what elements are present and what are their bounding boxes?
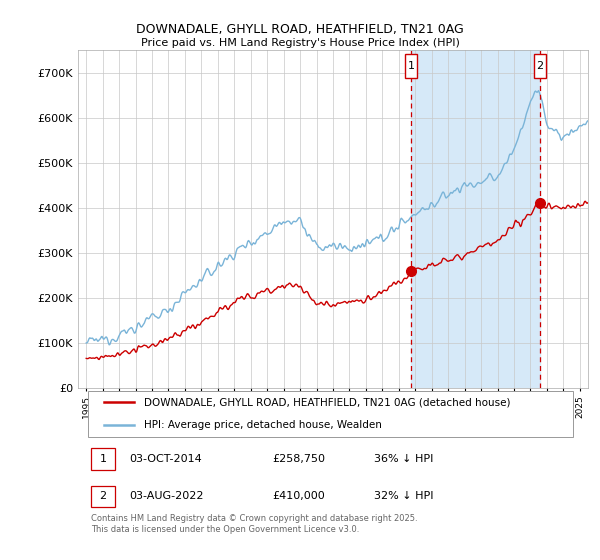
FancyBboxPatch shape — [91, 449, 115, 470]
Text: Price paid vs. HM Land Registry's House Price Index (HPI): Price paid vs. HM Land Registry's House … — [140, 38, 460, 48]
FancyBboxPatch shape — [534, 54, 546, 78]
Text: 03-AUG-2022: 03-AUG-2022 — [129, 492, 203, 501]
Text: 2: 2 — [100, 492, 107, 501]
FancyBboxPatch shape — [91, 486, 115, 507]
Text: DOWNADALE, GHYLL ROAD, HEATHFIELD, TN21 0AG (detached house): DOWNADALE, GHYLL ROAD, HEATHFIELD, TN21 … — [145, 398, 511, 407]
Bar — [411, 50, 540, 388]
Text: 2: 2 — [536, 61, 544, 71]
Text: 36% ↓ HPI: 36% ↓ HPI — [374, 454, 433, 464]
Text: HPI: Average price, detached house, Wealden: HPI: Average price, detached house, Weal… — [145, 420, 382, 430]
Text: DOWNADALE, GHYLL ROAD, HEATHFIELD, TN21 0AG: DOWNADALE, GHYLL ROAD, HEATHFIELD, TN21 … — [136, 24, 464, 36]
Text: £258,750: £258,750 — [272, 454, 325, 464]
Text: 1: 1 — [100, 454, 106, 464]
Text: Contains HM Land Registry data © Crown copyright and database right 2025.
This d: Contains HM Land Registry data © Crown c… — [91, 514, 418, 534]
Text: 03-OCT-2014: 03-OCT-2014 — [129, 454, 202, 464]
Text: £410,000: £410,000 — [272, 492, 325, 501]
FancyBboxPatch shape — [406, 54, 417, 78]
FancyBboxPatch shape — [88, 391, 573, 437]
Text: 32% ↓ HPI: 32% ↓ HPI — [374, 492, 433, 501]
Text: 1: 1 — [407, 61, 415, 71]
